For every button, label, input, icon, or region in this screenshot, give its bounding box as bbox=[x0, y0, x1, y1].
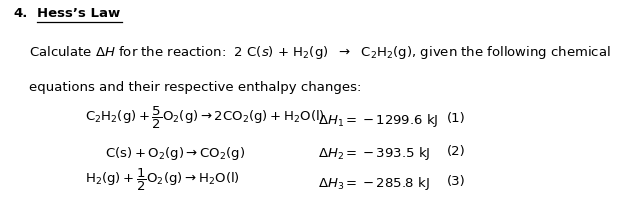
Text: (3): (3) bbox=[447, 175, 465, 188]
Text: $\mathrm{C_2H_2(g)+\dfrac{5}{2}O_2(g)\rightarrow 2CO_2(g)+H_2O(l)}$: $\mathrm{C_2H_2(g)+\dfrac{5}{2}O_2(g)\ri… bbox=[85, 105, 325, 131]
Text: $\mathrm{C(s)+O_2(g)\rightarrow CO_2(g)}$: $\mathrm{C(s)+O_2(g)\rightarrow CO_2(g)}… bbox=[105, 145, 245, 162]
Text: $\mathrm{H_2(g)+\dfrac{1}{2}O_2(g)\rightarrow H_2O(l)}$: $\mathrm{H_2(g)+\dfrac{1}{2}O_2(g)\right… bbox=[85, 167, 240, 193]
Text: (1): (1) bbox=[447, 112, 465, 125]
Text: (2): (2) bbox=[447, 145, 465, 158]
Text: $\Delta H_2 = -393.5\ \mathrm{kJ}$: $\Delta H_2 = -393.5\ \mathrm{kJ}$ bbox=[318, 145, 430, 162]
Text: Calculate $\Delta H$ for the reaction:  2 C($s$) + H$_2$(g)  $\rightarrow$  C$_2: Calculate $\Delta H$ for the reaction: 2… bbox=[29, 44, 611, 61]
Text: Hess’s Law: Hess’s Law bbox=[37, 7, 120, 20]
Text: $\Delta H_1 = -1299.6\ \mathrm{kJ}$: $\Delta H_1 = -1299.6\ \mathrm{kJ}$ bbox=[318, 112, 439, 129]
Text: $\Delta H_3 = -285.8\ \mathrm{kJ}$: $\Delta H_3 = -285.8\ \mathrm{kJ}$ bbox=[318, 175, 430, 192]
Text: 4.: 4. bbox=[14, 7, 28, 20]
Text: equations and their respective enthalpy changes:: equations and their respective enthalpy … bbox=[29, 81, 361, 94]
